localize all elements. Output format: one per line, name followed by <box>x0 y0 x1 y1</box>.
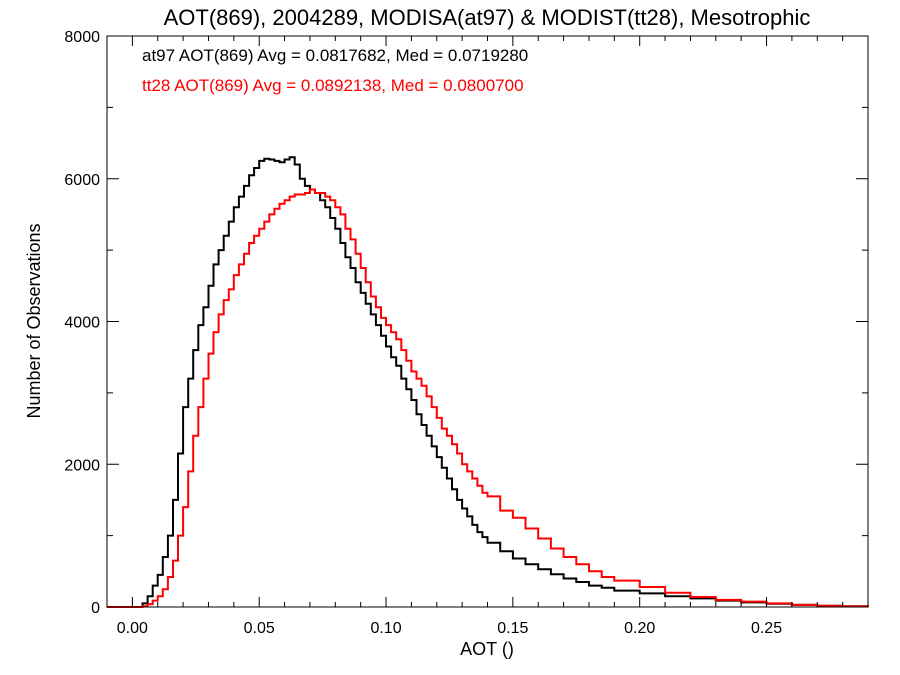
x-tick-label: 0.25 <box>751 620 782 637</box>
y-tick-label: 8000 <box>64 29 100 46</box>
y-tick-label: 2000 <box>64 457 100 474</box>
series-line-tt28 <box>107 188 869 608</box>
y-tick-label: 4000 <box>64 315 100 332</box>
x-axis-label: AOT () <box>460 639 514 659</box>
x-tick-label: 0.20 <box>624 620 655 637</box>
x-tick-label: 0.00 <box>117 620 148 637</box>
annotation-at97: at97 AOT(869) Avg = 0.0817682, Med = 0.0… <box>142 46 528 65</box>
annotation-tt28: tt28 AOT(869) Avg = 0.0892138, Med = 0.0… <box>142 76 524 95</box>
x-tick-label: 0.15 <box>497 620 528 637</box>
ticks-layer: 0.00 0.05 0.10 0.15 0.20 0.25 0 2000 4000 6000 800… <box>64 29 869 637</box>
y-tick-label: 6000 <box>64 172 100 189</box>
series-line-at97 <box>107 156 869 608</box>
y-axis-label: Number of Observations <box>24 223 44 418</box>
series-layer <box>107 156 869 608</box>
y-tick-label: 0 <box>91 600 100 617</box>
x-tick-label: 0.05 <box>244 620 275 637</box>
x-tick-label: 0.10 <box>370 620 401 637</box>
chart-title: AOT(869), 2004289, MODISA(at97) & MODIST… <box>164 5 811 30</box>
